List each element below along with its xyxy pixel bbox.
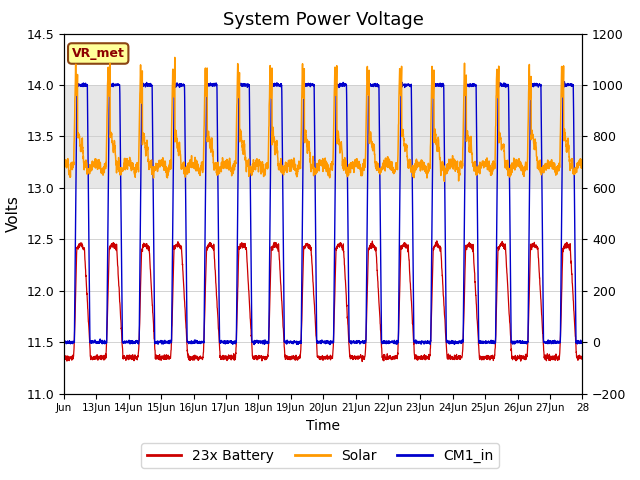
Text: VR_met: VR_met — [72, 47, 125, 60]
Title: System Power Voltage: System Power Voltage — [223, 11, 424, 29]
Legend: 23x Battery, Solar, CM1_in: 23x Battery, Solar, CM1_in — [141, 443, 499, 468]
X-axis label: Time: Time — [306, 419, 340, 433]
Y-axis label: Volts: Volts — [6, 195, 21, 232]
Bar — [64, 85, 582, 188]
